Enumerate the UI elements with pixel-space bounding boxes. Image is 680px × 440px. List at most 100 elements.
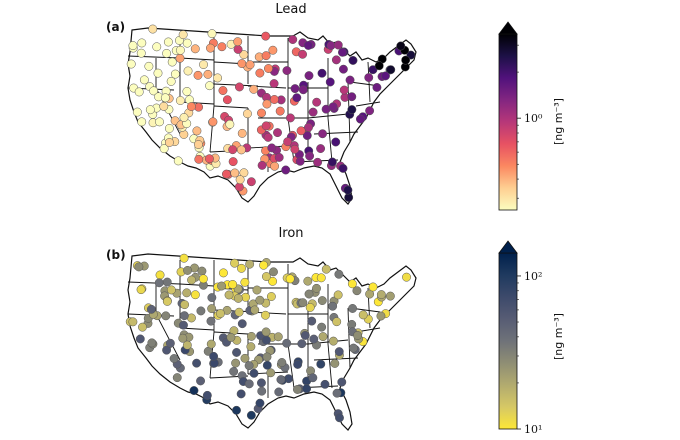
site-marker bbox=[317, 296, 327, 306]
colorbar bbox=[498, 252, 518, 430]
panel-letter: (b) bbox=[106, 248, 126, 262]
site-marker bbox=[304, 289, 314, 299]
site-marker bbox=[148, 24, 158, 34]
site-marker bbox=[262, 99, 272, 109]
site-marker bbox=[285, 274, 295, 284]
site-marker bbox=[167, 57, 177, 67]
site-marker bbox=[225, 119, 235, 129]
site-marker bbox=[182, 38, 192, 48]
state-boundary bbox=[287, 343, 295, 389]
site-marker bbox=[194, 140, 203, 149]
site-marker bbox=[348, 56, 358, 65]
site-marker bbox=[193, 70, 203, 80]
site-marker bbox=[328, 102, 338, 112]
site-marker bbox=[241, 292, 251, 302]
site-marker bbox=[192, 358, 202, 368]
site-marker bbox=[285, 113, 295, 123]
site-marker bbox=[320, 379, 330, 389]
site-marker bbox=[365, 106, 375, 116]
site-marker bbox=[296, 126, 306, 136]
site-marker bbox=[229, 367, 239, 376]
site-marker bbox=[136, 285, 146, 295]
site-marker bbox=[189, 386, 199, 395]
site-marker bbox=[261, 327, 271, 337]
site-marker bbox=[236, 389, 246, 399]
state-boundary bbox=[213, 105, 249, 109]
colorbar-label: [ng m⁻³] bbox=[552, 98, 565, 145]
site-marker bbox=[293, 359, 303, 369]
state-boundary bbox=[155, 313, 181, 361]
site-marker bbox=[303, 276, 313, 286]
colorbar-tick-label: 10² bbox=[524, 270, 542, 283]
site-marker bbox=[333, 40, 343, 50]
site-marker bbox=[216, 309, 225, 318]
site-marker bbox=[207, 29, 217, 39]
site-marker bbox=[126, 59, 136, 69]
site-marker bbox=[213, 73, 223, 83]
site-marker bbox=[233, 293, 243, 303]
site-marker bbox=[381, 71, 390, 81]
site-marker bbox=[268, 276, 278, 286]
us-map bbox=[125, 253, 417, 431]
panel-iron: Iron (b) 10¹ 10² [ng m⁻³] bbox=[0, 220, 680, 440]
site-marker bbox=[273, 332, 283, 342]
site-marker bbox=[298, 49, 308, 59]
site-marker bbox=[203, 69, 213, 79]
site-marker bbox=[283, 137, 293, 147]
site-marker bbox=[235, 175, 245, 185]
site-marker bbox=[273, 128, 282, 138]
map-iron: 10¹ 10² bbox=[125, 240, 542, 436]
site-marker bbox=[352, 286, 362, 296]
site-marker bbox=[262, 352, 272, 362]
site-marker bbox=[318, 332, 328, 342]
site-marker bbox=[349, 343, 358, 353]
site-marker bbox=[145, 105, 155, 115]
site-marker bbox=[224, 290, 234, 300]
site-marker bbox=[249, 368, 259, 378]
site-marker bbox=[316, 273, 326, 283]
site-marker bbox=[261, 310, 270, 320]
site-marker bbox=[190, 44, 200, 54]
site-marker bbox=[276, 375, 286, 385]
site-marker bbox=[347, 92, 357, 102]
colorbar bbox=[498, 33, 518, 211]
site-marker bbox=[183, 66, 193, 76]
site-marker bbox=[257, 108, 266, 118]
site-marker bbox=[261, 121, 271, 131]
site-marker bbox=[172, 373, 182, 383]
site-marker bbox=[331, 137, 341, 147]
site-marker bbox=[376, 290, 386, 300]
site-marker bbox=[228, 280, 238, 289]
site-marker bbox=[144, 61, 154, 71]
site-marker bbox=[182, 87, 192, 96]
site-marker bbox=[372, 83, 382, 92]
site-marker bbox=[249, 84, 259, 94]
site-marker bbox=[264, 64, 273, 73]
site-marker bbox=[328, 336, 338, 346]
site-marker bbox=[302, 384, 312, 394]
site-marker bbox=[199, 60, 208, 70]
site-marker bbox=[337, 377, 347, 387]
site-marker bbox=[246, 331, 256, 341]
site-marker bbox=[246, 177, 256, 187]
state-boundary bbox=[327, 343, 333, 389]
site-marker bbox=[282, 66, 292, 76]
site-marker bbox=[243, 109, 252, 119]
site-marker bbox=[328, 301, 338, 311]
site-marker bbox=[183, 265, 193, 275]
site-marker bbox=[192, 126, 202, 136]
site-marker bbox=[316, 144, 326, 154]
site-marker bbox=[304, 71, 314, 81]
site-marker bbox=[237, 319, 247, 329]
site-marker bbox=[281, 165, 291, 175]
site-marker bbox=[166, 285, 176, 295]
site-marker bbox=[175, 53, 185, 63]
site-marker bbox=[198, 274, 208, 284]
site-marker bbox=[317, 68, 327, 78]
site-marker bbox=[255, 398, 265, 408]
site-marker bbox=[139, 75, 149, 85]
site-marker bbox=[233, 44, 243, 54]
panel-lead: Lead (a) 10⁰ [ng m⁻³] bbox=[106, 2, 565, 211]
site-marker bbox=[196, 306, 206, 316]
state-boundary bbox=[179, 101, 215, 105]
